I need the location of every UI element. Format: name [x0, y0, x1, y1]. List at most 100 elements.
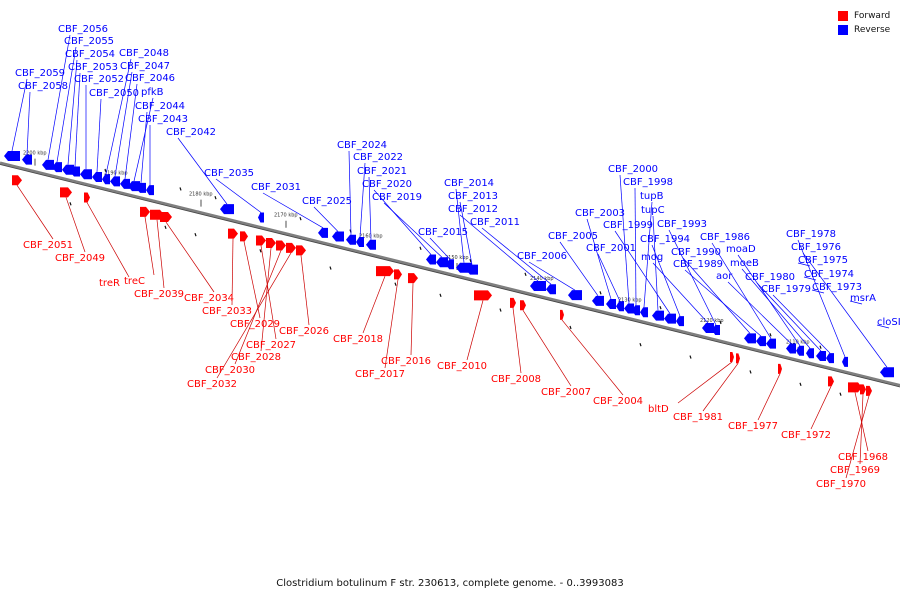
label-cbf-2005: CBF_2005 — [548, 231, 598, 242]
label-cbf-2000: CBF_2000 — [608, 164, 658, 175]
axis-line — [0, 161, 900, 387]
gene-cbf-2026 — [296, 245, 306, 256]
leader-cbf-2035 — [215, 178, 262, 213]
leader-cbf-2049 — [65, 197, 86, 253]
leader-cbf-2034 — [165, 221, 215, 293]
leader-trer — [86, 202, 130, 278]
tick-label: 2180 kbp — [189, 192, 213, 198]
gene-cbf-1990 — [744, 333, 756, 344]
label-cbf-2010: CBF_2010 — [437, 361, 487, 372]
axis-dash — [469, 258, 472, 263]
tick-label: 2120 kbp — [700, 318, 724, 324]
leader-cbf-2028 — [260, 247, 272, 352]
leader-cbf-2008 — [512, 307, 522, 374]
leader-pfkb — [133, 97, 154, 182]
gene-trec — [140, 206, 150, 217]
gene-cbf-2043 — [146, 185, 154, 196]
gene-cbf-2020 — [426, 254, 436, 265]
label-cbf-1973: CBF_1973 — [812, 282, 862, 293]
leader-cbf-1973 — [811, 289, 825, 294]
leader-aor — [727, 281, 792, 344]
leader-cbf-2058 — [26, 91, 31, 155]
gene-cbf-2027 — [256, 235, 266, 246]
label-cbf-2018: CBF_2018 — [333, 334, 383, 345]
label-cbf-1975: CBF_1975 — [798, 255, 848, 266]
genome-axis — [0, 161, 900, 388]
gene-arrows — [4, 150, 894, 396]
gene-cbf-2007 — [520, 300, 526, 311]
gene-cbf-2019 — [436, 257, 448, 268]
gene-cbf-2032 — [286, 242, 296, 253]
label-cbf-2028: CBF_2028 — [231, 352, 281, 363]
gene-cbf-2051 — [12, 175, 22, 186]
label-cbf-2019: CBF_2019 — [372, 192, 422, 203]
label-cbf-2013: CBF_2013 — [448, 191, 498, 202]
gene-cbf-2021 — [366, 239, 376, 250]
label-cbf-2027: CBF_2027 — [246, 340, 296, 351]
gene-cbf-2024 — [346, 234, 356, 245]
label-cbf-1969: CBF_1969 — [830, 465, 880, 476]
leader-cbf-1976 — [802, 252, 888, 368]
leader-cbf-2016 — [410, 283, 414, 356]
label-cbf-2024: CBF_2024 — [337, 140, 387, 151]
label-cbf-2049: CBF_2049 — [55, 253, 105, 264]
axis-dash — [719, 320, 722, 325]
label-cbf-2015: CBF_2015 — [418, 227, 468, 238]
leader-cbf-2001 — [597, 253, 621, 302]
leader-cbf-2003 — [586, 218, 612, 300]
label-cbf-1978: CBF_1978 — [786, 229, 836, 240]
label-moeb: moeB — [730, 258, 759, 269]
label-cbf-1977: CBF_1977 — [728, 421, 778, 432]
gene-cbf-1977 — [778, 363, 782, 374]
leader-cbf-2047 — [114, 71, 133, 177]
gene-cbf-2004 — [560, 309, 564, 320]
gene-cbf-2008 — [510, 297, 516, 308]
gene-cbf-2000 — [624, 303, 634, 314]
leader-cbf-2004 — [561, 319, 624, 396]
label-cbf-2053: CBF_2053 — [68, 62, 118, 73]
gene-cbf-2003 — [606, 299, 616, 310]
leader-cbf-2031 — [262, 192, 324, 229]
axis-dash — [769, 333, 772, 337]
gene-trer — [84, 192, 90, 203]
axis-shadow — [0, 164, 900, 388]
tick-label: 2140 kbp — [530, 276, 554, 282]
label-cbf-2004: CBF_2004 — [593, 396, 643, 407]
label-cbf-2006: CBF_2006 — [517, 251, 567, 262]
leader-cbf-1977 — [757, 373, 781, 421]
gene-cbf-2042 — [220, 204, 234, 215]
leader-cbf-2044 — [140, 111, 148, 183]
gene-cbf-2047 — [110, 176, 120, 187]
axis-dash — [799, 382, 802, 386]
label-mog: mog — [641, 252, 663, 263]
label-cbf-1998: CBF_1998 — [623, 177, 673, 188]
label-tupc: tupC — [641, 205, 665, 216]
label-bltd: bltD — [648, 404, 669, 415]
gene-cbf-2046 — [120, 178, 130, 189]
gene-cbf-2033 — [228, 228, 238, 239]
label-cbf-1972: CBF_1972 — [781, 430, 831, 441]
leader-cbf-2027 — [260, 245, 277, 340]
tick-label: 2130 kbp — [618, 298, 642, 304]
leader-cbf-2032 — [216, 252, 292, 379]
map-caption: Clostridium botulinum F str. 230613, com… — [276, 578, 624, 589]
axis-dash — [639, 343, 642, 347]
gene-aor — [786, 343, 796, 354]
label-cbf-2001: CBF_2001 — [586, 243, 636, 254]
label-cbf-2032: CBF_2032 — [187, 379, 237, 390]
leader-cbf-2033 — [231, 238, 234, 306]
gene-cbf-2059 — [4, 150, 20, 161]
label-cbf-1968: CBF_1968 — [838, 452, 888, 463]
leader-cbf-2005 — [559, 241, 599, 297]
gene-cbf-2018 — [376, 266, 394, 277]
axis-dash — [164, 225, 167, 229]
label-cbf-2007: CBF_2007 — [541, 387, 591, 398]
gene-cbf-1980 — [816, 350, 826, 361]
label-cbf-2008: CBF_2008 — [491, 374, 541, 385]
gene-cbf-2034 — [160, 212, 172, 223]
gene-cbf-1989 — [756, 336, 766, 347]
leader-cbf-1993 — [668, 229, 717, 326]
leader-cbf-2006 — [528, 261, 576, 291]
label-cbf-2025: CBF_2025 — [302, 196, 352, 207]
leader-tupb — [643, 201, 653, 308]
